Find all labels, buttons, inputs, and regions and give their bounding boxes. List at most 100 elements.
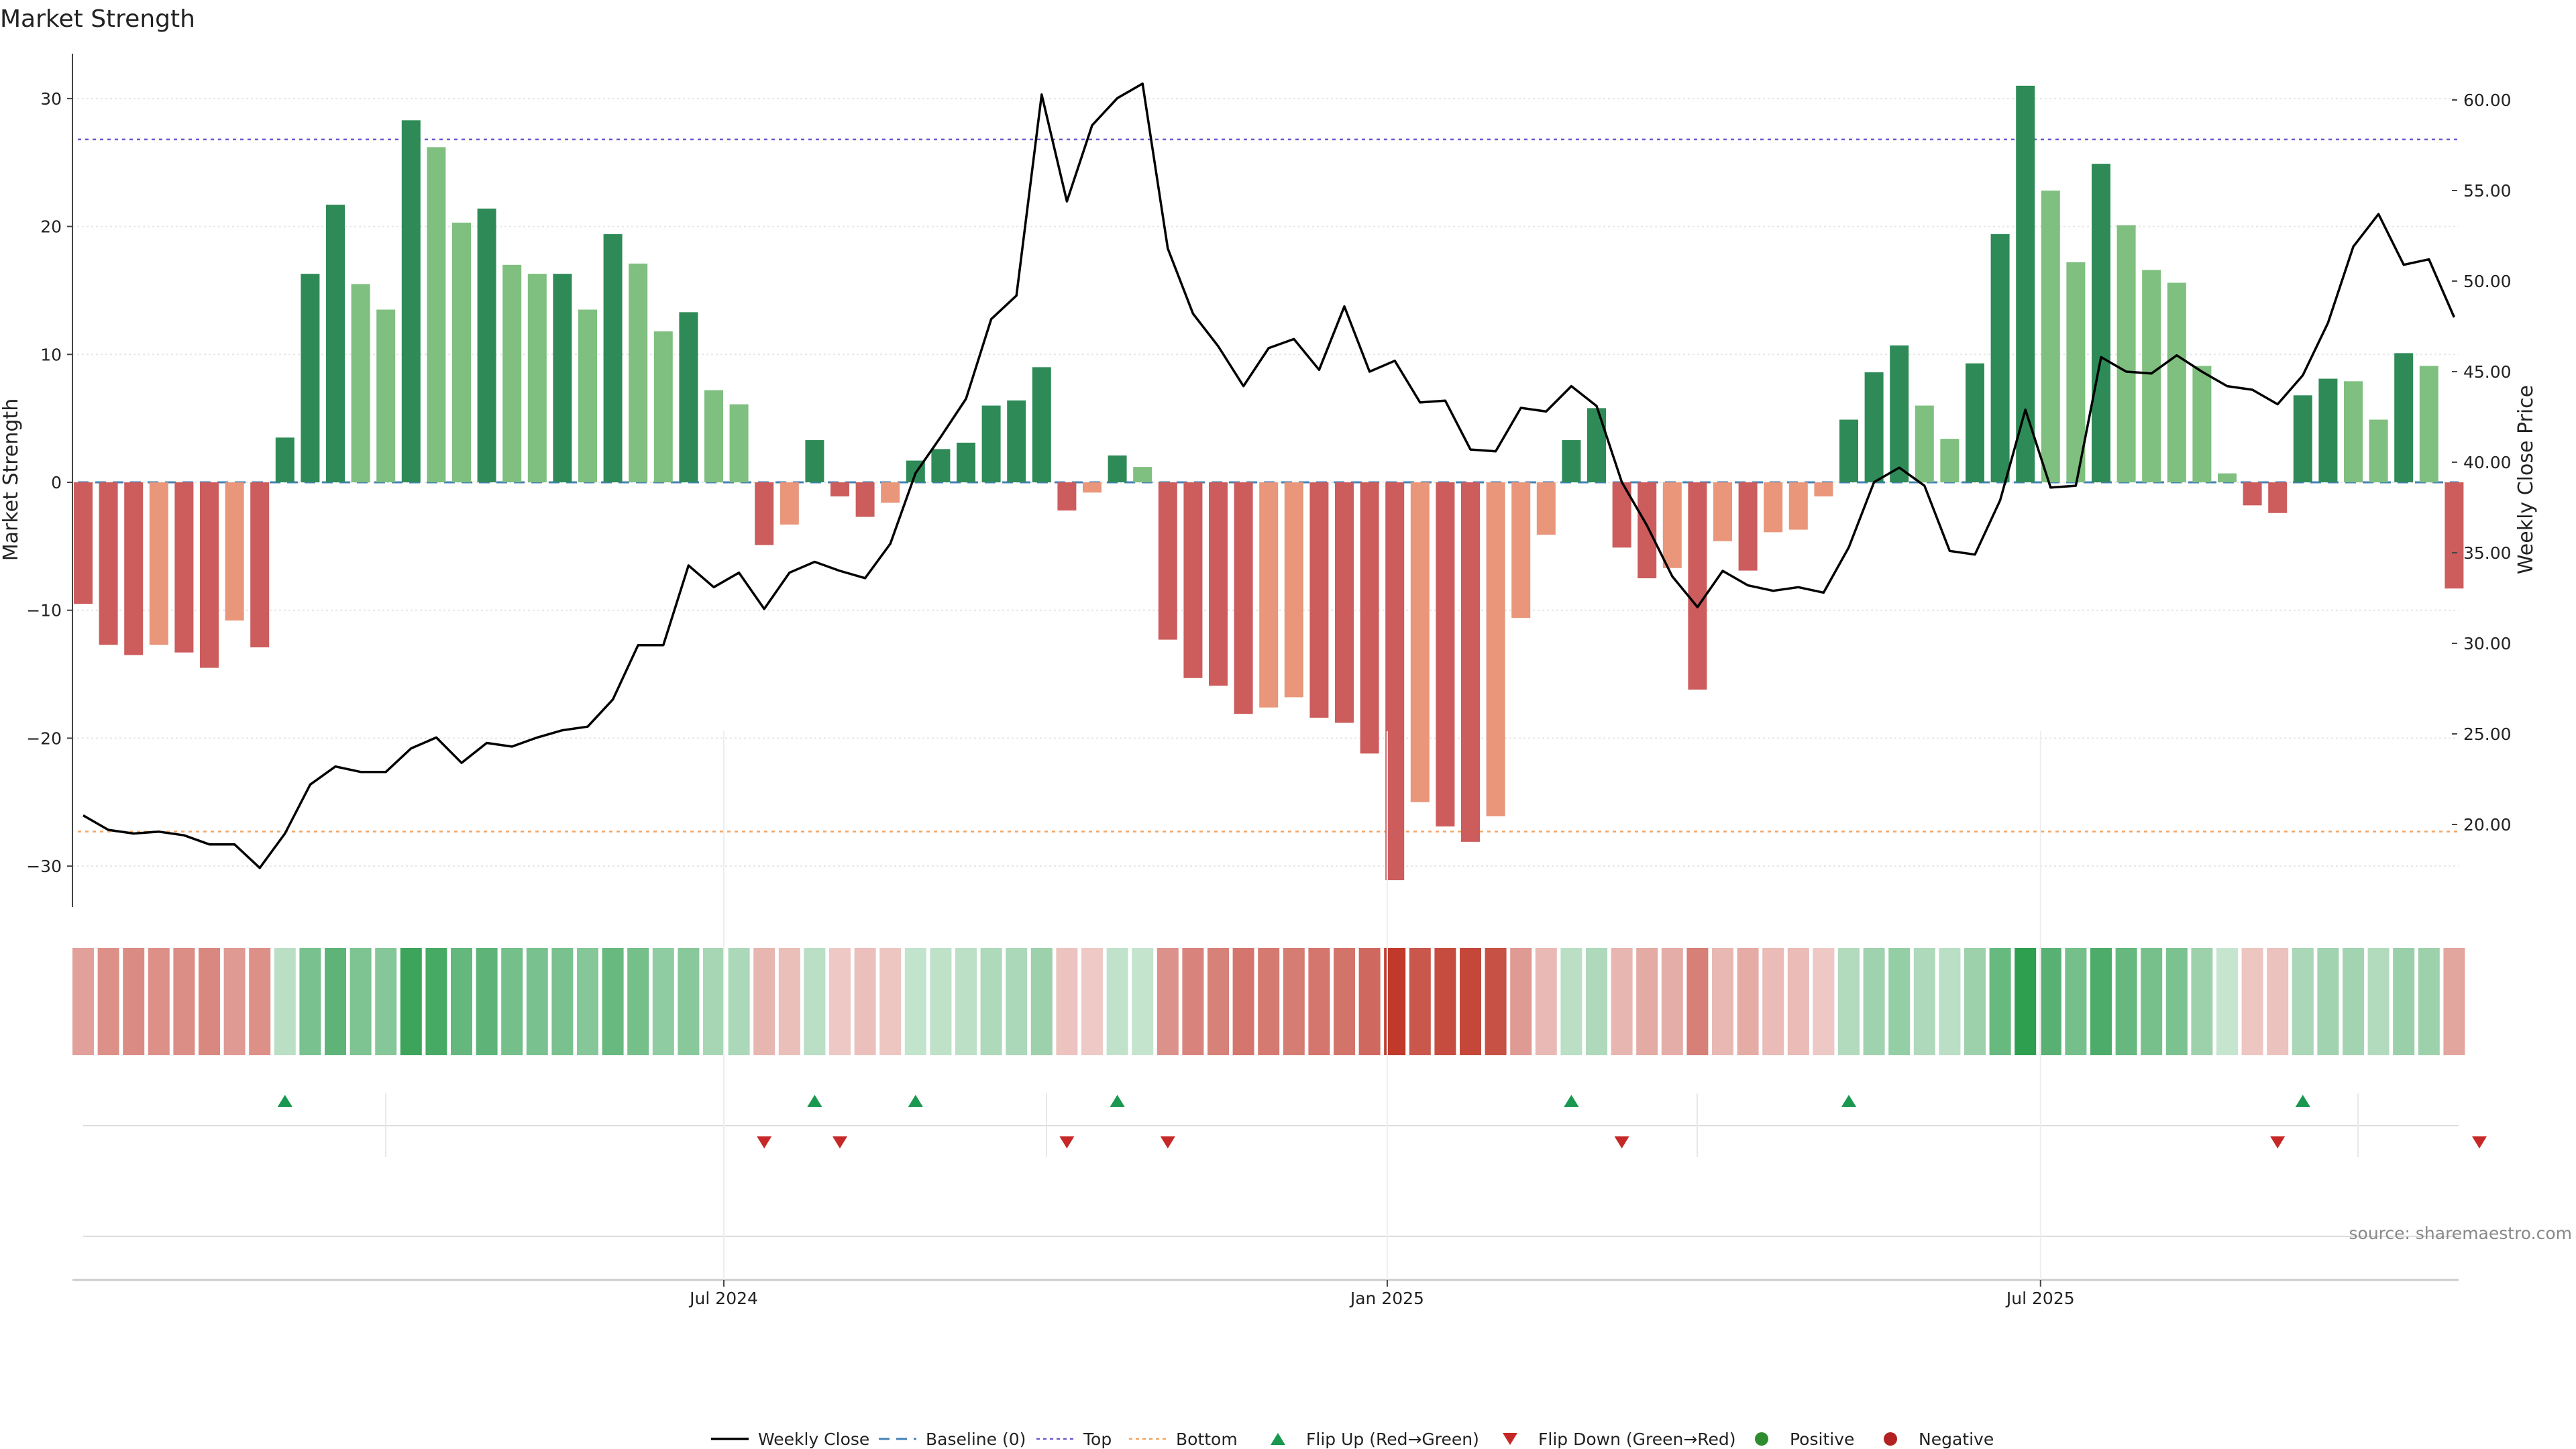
- heat-cell: [1106, 948, 1128, 1055]
- strength-bar: [1915, 405, 1934, 482]
- strength-bar: [981, 405, 1001, 482]
- strength-bar: [1536, 482, 1556, 535]
- legend-label: Flip Up (Red→Green): [1306, 1430, 1479, 1449]
- heat-cell: [930, 948, 952, 1055]
- strength-bar: [1788, 482, 1808, 530]
- flip-down-marker: [1614, 1136, 1629, 1148]
- strength-bar: [527, 274, 547, 482]
- heat-cell: [1838, 948, 1860, 1055]
- right-axis: 20.00 25.00 30.00 35.00 40.00 45.00 50.00 55.00…: [2452, 91, 2512, 835]
- y-tick-label-right: 50.00: [2463, 272, 2512, 291]
- strength-bar: [1738, 482, 1758, 571]
- heat-cell: [879, 948, 902, 1055]
- heat-cell: [652, 948, 674, 1055]
- heat-cell: [451, 948, 472, 1055]
- heat-cell: [1737, 948, 1759, 1055]
- strength-bar: [376, 309, 396, 482]
- strength-bar: [1839, 419, 1858, 482]
- legend-item: Flip Down (Green→Red): [1503, 1430, 1736, 1449]
- strength-bar: [2116, 225, 2136, 482]
- strength-bar: [1587, 408, 1606, 482]
- heat-cell: [678, 948, 700, 1055]
- legend: Weekly Close Baseline (0) Top Bottom Flip Up…: [711, 1430, 1994, 1449]
- y-tick-label-right: 45.00: [2463, 362, 2512, 382]
- heat-cell: [1334, 948, 1355, 1055]
- strength-bar: [931, 449, 951, 482]
- heat-cell: [1409, 948, 1431, 1055]
- flip-up-marker: [807, 1095, 822, 1107]
- legend-swatch-dot: [1755, 1432, 1768, 1446]
- heat-cell: [2241, 948, 2263, 1055]
- heat-cell: [2015, 948, 2037, 1055]
- strength-bar: [1688, 482, 1707, 690]
- y-tick-label-right: 55.00: [2463, 181, 2512, 201]
- legend-swatch-triangle-up: [1271, 1433, 1285, 1445]
- heat-cell: [2191, 948, 2213, 1055]
- heat-cell: [1888, 948, 1911, 1055]
- strength-bar: [1259, 482, 1279, 708]
- heat-cell: [325, 948, 346, 1055]
- left-axis: −30 −20 −10 0 10 20 30: [26, 54, 73, 907]
- heat-cell: [274, 948, 296, 1055]
- strength-bar: [2318, 378, 2338, 482]
- heat-cell: [249, 948, 271, 1055]
- heat-cell: [2443, 948, 2465, 1055]
- strength-bar: [2092, 164, 2110, 483]
- heat-cell: [199, 948, 220, 1055]
- heat-cell: [1989, 948, 2011, 1055]
- strength-bar: [2218, 473, 2237, 482]
- strength-bar: [99, 482, 118, 645]
- heat-cell: [1686, 948, 1709, 1055]
- heat-cell: [2343, 948, 2364, 1055]
- heat-cell: [223, 948, 246, 1055]
- strength-bar: [1209, 482, 1228, 686]
- x-tick-label: Jul 2024: [688, 1289, 758, 1308]
- strength-bar: [780, 482, 799, 525]
- strength-bar: [957, 442, 975, 482]
- strength-bar: [225, 482, 244, 621]
- heat-cell: [1081, 948, 1103, 1055]
- legend-item: Baseline (0): [879, 1430, 1026, 1449]
- strength-bar: [2419, 366, 2438, 482]
- y-tick-label-left: 10: [40, 345, 62, 364]
- heat-cell: [1964, 948, 1986, 1055]
- x-tick-label: Jul 2025: [2005, 1289, 2075, 1308]
- heat-cell: [1358, 948, 1381, 1055]
- strength-bar: [830, 482, 849, 496]
- strength-bar: [553, 274, 572, 482]
- strength-bar: [427, 147, 446, 482]
- heat-cell: [1611, 948, 1633, 1055]
- strength-bar: [1662, 482, 1682, 568]
- heat-cell: [1813, 948, 1835, 1055]
- strength-bar: [1562, 440, 1581, 482]
- heat-cell: [1056, 948, 1078, 1055]
- heat-cell: [2216, 948, 2238, 1055]
- strength-bar: [578, 309, 597, 482]
- strength-bar: [1183, 482, 1203, 678]
- heat-cell: [1787, 948, 1809, 1055]
- strength-bar: [1007, 400, 1026, 482]
- flip-down-marker: [2270, 1136, 2286, 1148]
- strength-bar: [301, 274, 320, 482]
- legend-label: Positive: [1790, 1430, 1854, 1449]
- legend-item: Flip Up (Red→Green): [1271, 1430, 1479, 1449]
- strength-bar: [2369, 419, 2388, 482]
- strength-bar: [250, 482, 270, 648]
- strength-bar: [1966, 363, 1984, 482]
- flip-up-marker: [2295, 1095, 2310, 1107]
- strength-bar: [1057, 482, 1077, 511]
- heat-cell: [602, 948, 624, 1055]
- y-axis-label-right: Weekly Close Price: [2514, 385, 2538, 574]
- strength-bars: [74, 85, 2464, 881]
- strength-bar: [1158, 482, 1177, 640]
- heat-cell: [1232, 948, 1254, 1055]
- flip-up-marker: [277, 1095, 292, 1107]
- strength-bar: [1309, 482, 1329, 718]
- strength-bar: [2041, 191, 2060, 482]
- strength-bar: [881, 482, 900, 503]
- flip-down-marker: [757, 1136, 772, 1148]
- strength-bar: [275, 437, 294, 482]
- heat-cell: [2141, 948, 2163, 1055]
- heat-cell: [703, 948, 724, 1055]
